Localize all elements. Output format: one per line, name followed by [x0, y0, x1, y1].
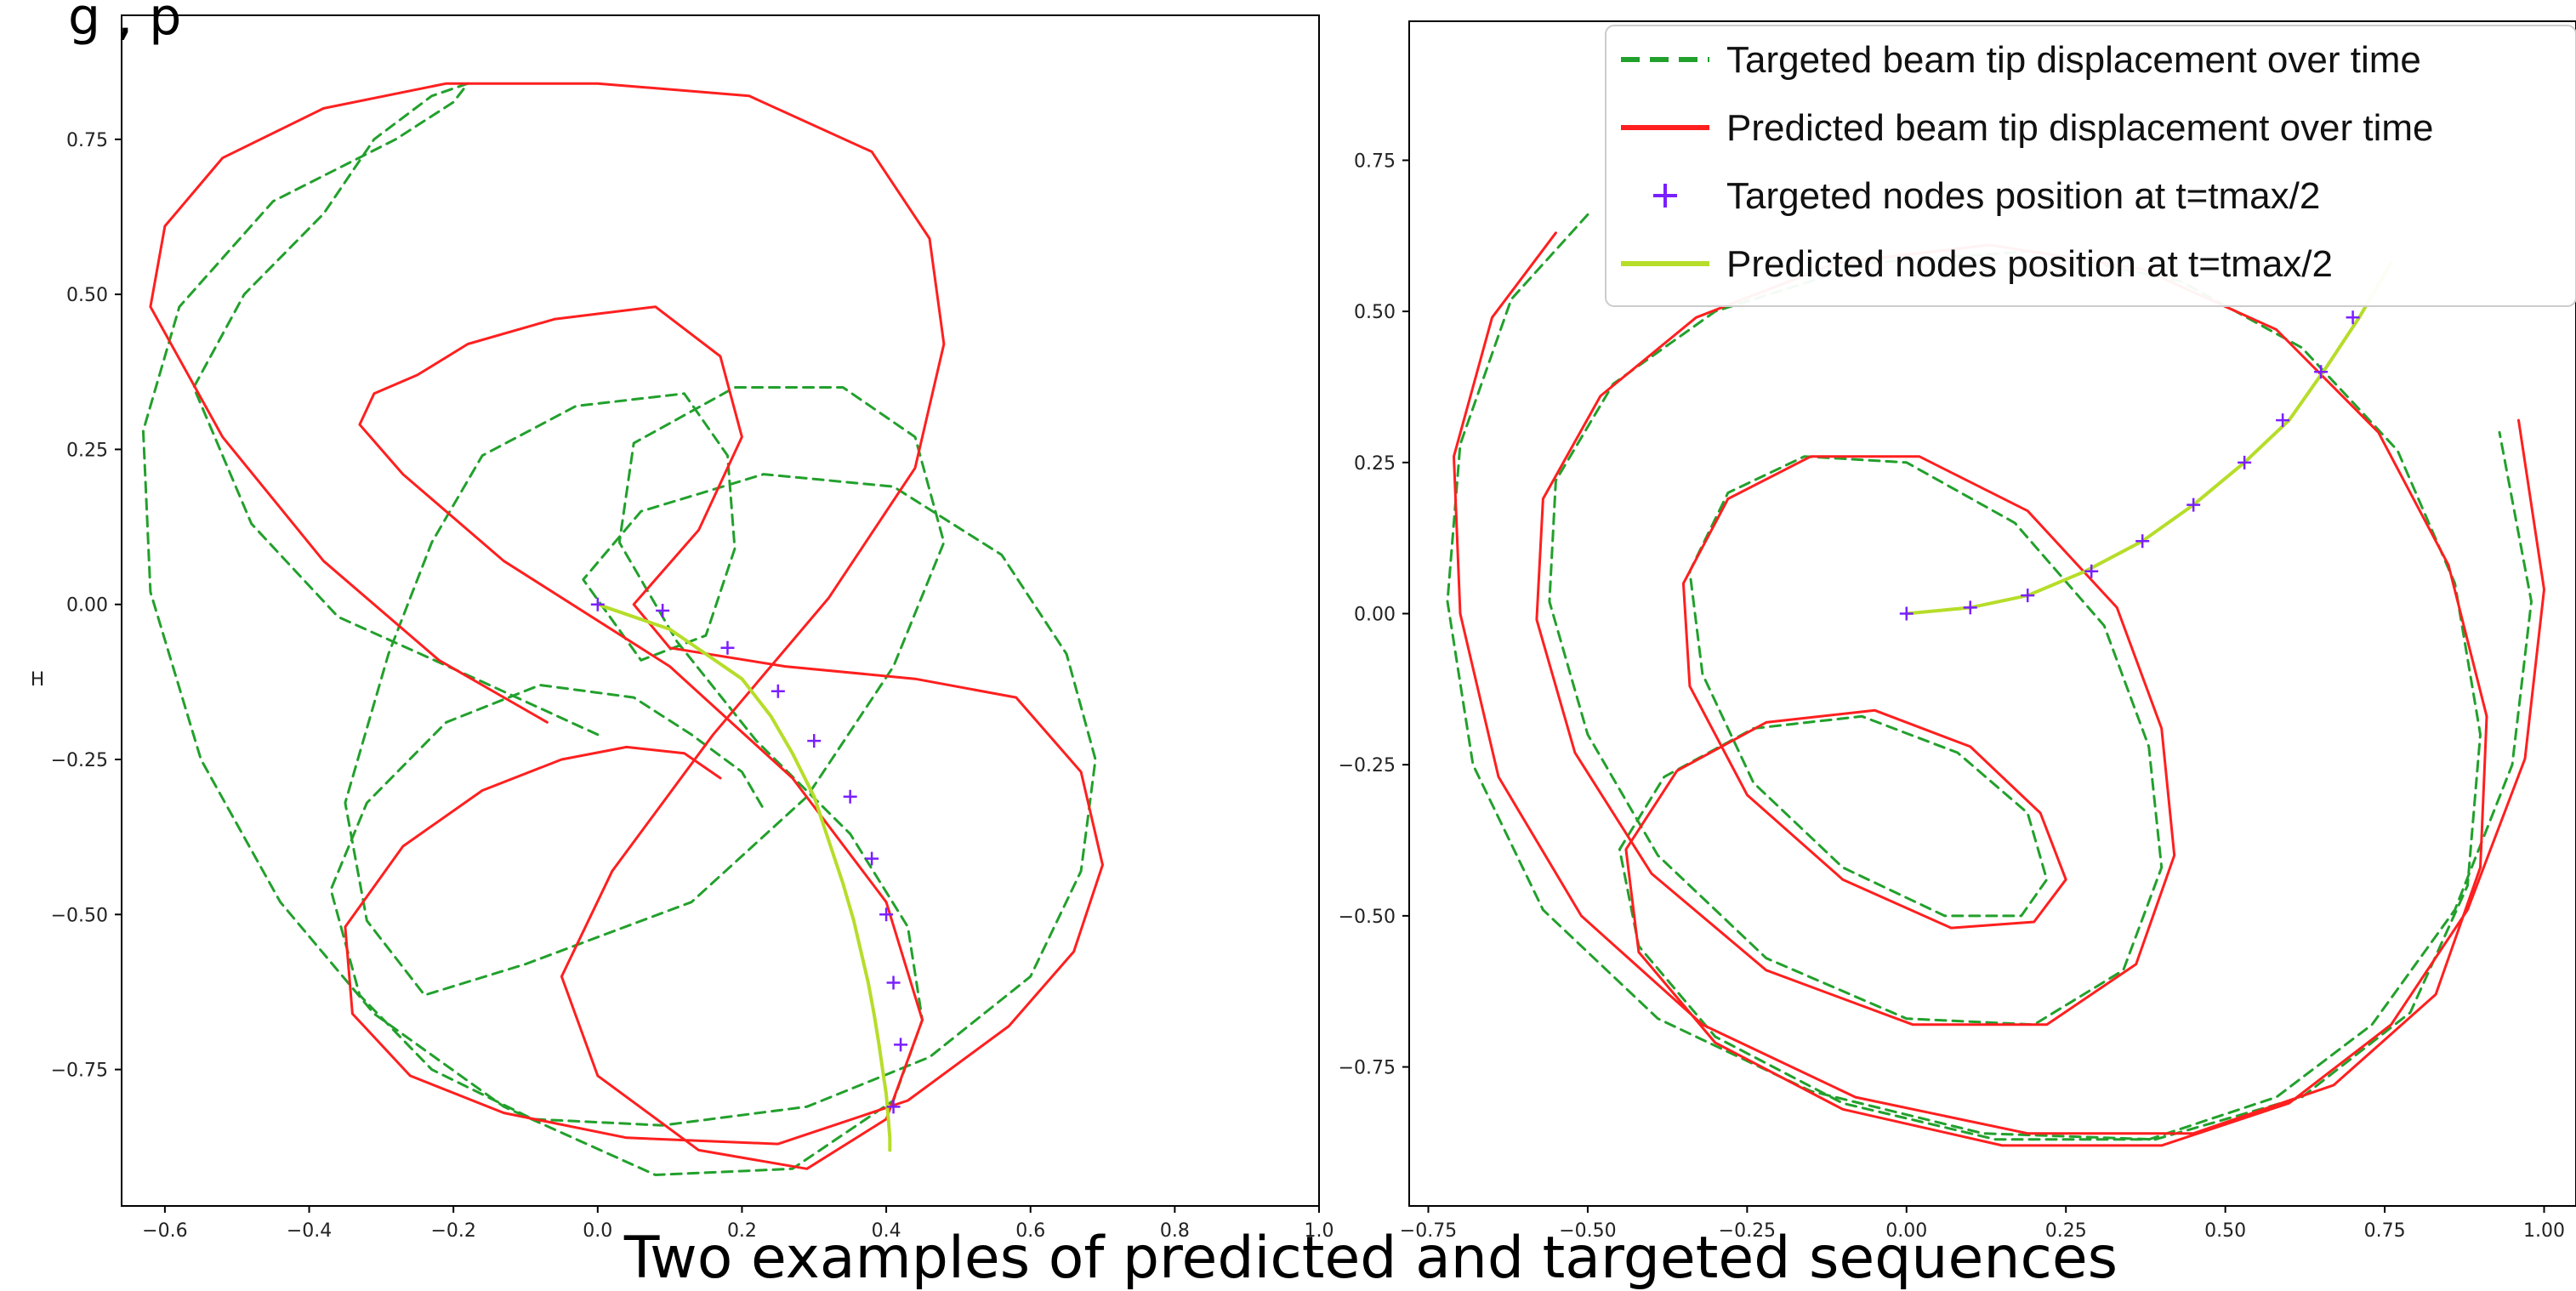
target-node-marker — [2186, 498, 2201, 512]
target-node-marker — [894, 1038, 908, 1052]
legend-label: Predicted nodes position at t=tmax/2 — [1726, 243, 2333, 285]
x-tick-label: −0.50 — [1559, 1220, 1616, 1242]
x-tick-label: 0.00 — [1885, 1220, 1927, 1242]
x-tick-label: 0.6 — [1015, 1220, 1045, 1242]
target-node-marker — [590, 597, 605, 611]
figure-caption: Two examples of predicted and targeted s… — [623, 1225, 2118, 1291]
predicted-nodes-line — [595, 602, 892, 1152]
predicted-tip-trajectory — [1453, 231, 2545, 1147]
y-tick-label: 0.25 — [1354, 453, 1396, 475]
y-tick-label: 0.75 — [1354, 151, 1396, 172]
y-tick-label: 0.50 — [1354, 302, 1396, 323]
x-tick-label: 0.4 — [872, 1220, 901, 1242]
legend-label: Targeted nodes position at t=tmax/2 — [1726, 175, 2320, 217]
y-tick-label: −0.75 — [1339, 1058, 1396, 1079]
y-axis-marker: H — [31, 669, 45, 691]
target-node-marker — [2084, 564, 2099, 578]
x-tick-label: 1.0 — [1305, 1220, 1334, 1242]
x-tick-label: −0.75 — [1400, 1220, 1457, 1242]
y-tick-label: 0.00 — [1354, 605, 1396, 626]
targeted-tip-trajectory — [141, 82, 1097, 1176]
header-fragment: g , p — [68, 0, 181, 47]
x-tick-label: 0.0 — [583, 1220, 612, 1242]
plot-area — [1446, 213, 2545, 1147]
x-tick-label: −0.4 — [287, 1220, 332, 1242]
y-tick-label: 0.25 — [66, 440, 108, 461]
y-tick-label: 0.00 — [66, 595, 108, 617]
target-node-marker — [656, 604, 670, 617]
target-node-marker — [2346, 310, 2360, 325]
x-tick-label: 0.50 — [2204, 1220, 2246, 1242]
plot-area — [141, 82, 1104, 1176]
predicted-nodes-line — [1904, 261, 2393, 616]
target-node-marker — [843, 789, 857, 804]
x-tick-label: −0.6 — [142, 1220, 187, 1242]
target-node-marker — [807, 734, 822, 748]
targeted-tip-trajectory — [1446, 213, 2533, 1141]
x-tick-label: 0.8 — [1160, 1220, 1190, 1242]
x-tick-label: −0.25 — [1719, 1220, 1776, 1242]
target-node-marker — [879, 907, 894, 922]
target-node-marker — [1963, 600, 1977, 615]
target-node-marker — [771, 684, 785, 698]
y-tick-label: −0.75 — [51, 1061, 108, 1082]
target-node-marker — [2021, 589, 2035, 603]
target-node-marker — [720, 640, 735, 655]
y-tick-label: −0.25 — [1339, 755, 1396, 776]
x-tick-label: 0.2 — [727, 1220, 757, 1242]
plot-frame — [121, 14, 1320, 1207]
right-plot-panel: −0.75 −0.50 −0.25 0.00 0.25 0.50 0.75 1.00 0.75 0… — [1339, 20, 2576, 1242]
left-plot-panel: −0.6 −0.4 −0.2 0.0 0.2 0.4 0.6 0.8 1.0 0.75 0.50 0.… — [31, 14, 1334, 1242]
target-node-marker — [2238, 455, 2252, 469]
target-node-marker — [886, 1100, 901, 1114]
x-tick-label: 0.25 — [2045, 1220, 2087, 1242]
predicted-tip-trajectory — [149, 82, 1104, 1170]
legend-label: Targeted beam tip displacement over time — [1726, 39, 2421, 81]
y-tick-label: −0.50 — [51, 905, 108, 926]
legend-plus-marker — [1653, 184, 1677, 208]
legend-label: Predicted beam tip displacement over tim… — [1726, 107, 2434, 149]
legend: Targeted beam tip displacement over time… — [1605, 25, 2576, 307]
y-tick-label: −0.25 — [51, 750, 108, 771]
target-node-marker — [865, 851, 879, 866]
legend-box — [1605, 25, 2576, 307]
x-tick-label: 1.00 — [2523, 1220, 2565, 1242]
y-tick-label: 0.50 — [66, 285, 108, 306]
target-node-marker — [2314, 365, 2329, 379]
x-tick-label: 0.75 — [2364, 1220, 2406, 1242]
x-tick-label: −0.2 — [430, 1220, 475, 1242]
target-node-marker — [2135, 534, 2150, 549]
target-node-marker — [1899, 606, 1914, 621]
y-tick-label: −0.50 — [1339, 907, 1396, 928]
target-node-marker — [2276, 413, 2290, 428]
target-node-marker — [886, 975, 901, 990]
y-tick-label: 0.75 — [66, 130, 108, 151]
